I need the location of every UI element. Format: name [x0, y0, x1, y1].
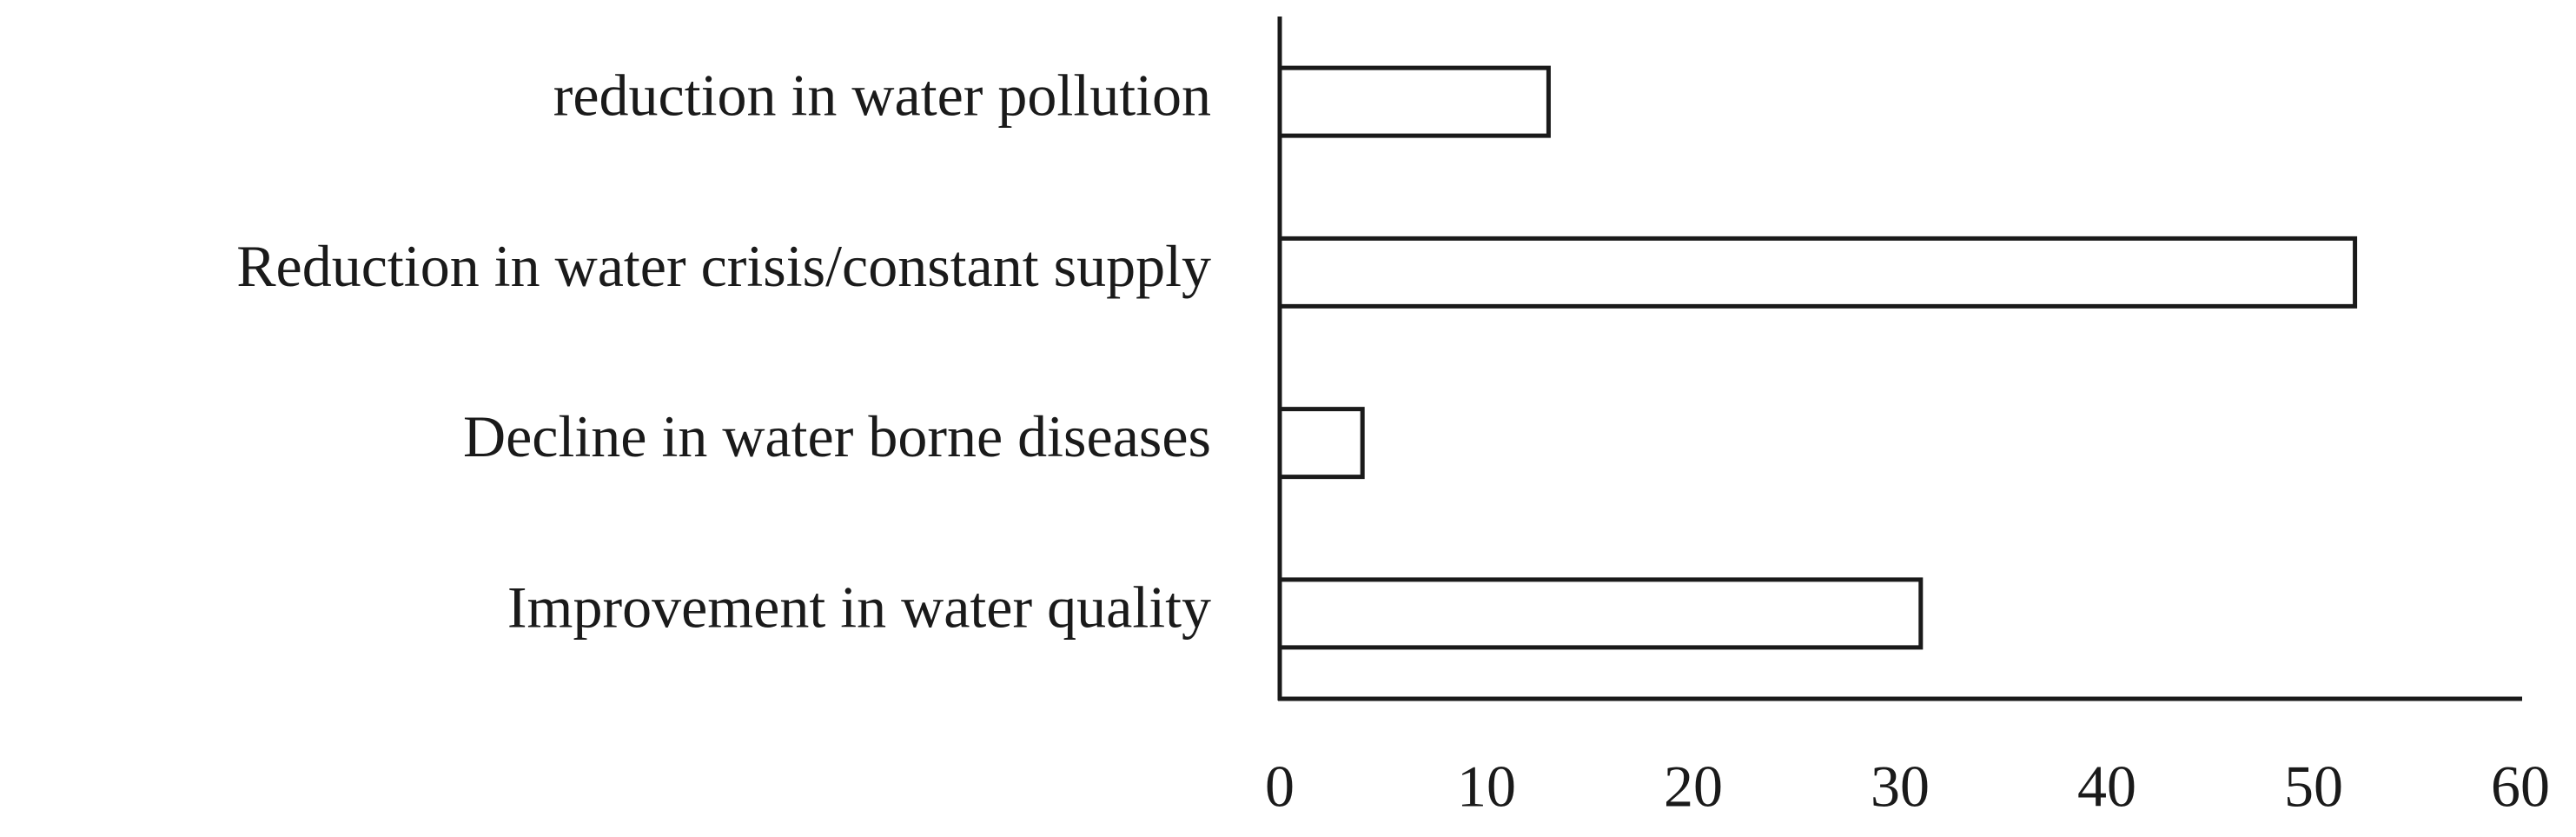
x-tick-label: 10 [1457, 754, 1516, 820]
y-tick-label: Decline in water borne diseases [463, 403, 1211, 469]
x-tick-label: 60 [2491, 754, 2550, 820]
x-tick-label: 20 [1664, 754, 1723, 820]
bar [1277, 407, 1365, 480]
y-tick-label: reduction in water pollution [553, 63, 1211, 129]
x-tick-label: 40 [2077, 754, 2136, 820]
bar [1277, 65, 1551, 138]
x-tick-label: 50 [2284, 754, 2343, 820]
bar [1277, 236, 2358, 309]
y-tick-label: Reduction in water crisis/constant suppl… [236, 233, 1211, 299]
x-tick-label: 30 [1871, 754, 1930, 820]
bar [1277, 577, 1924, 650]
x-tick-label: 0 [1265, 754, 1295, 820]
y-tick-label: Improvement in water quality [507, 574, 1211, 640]
